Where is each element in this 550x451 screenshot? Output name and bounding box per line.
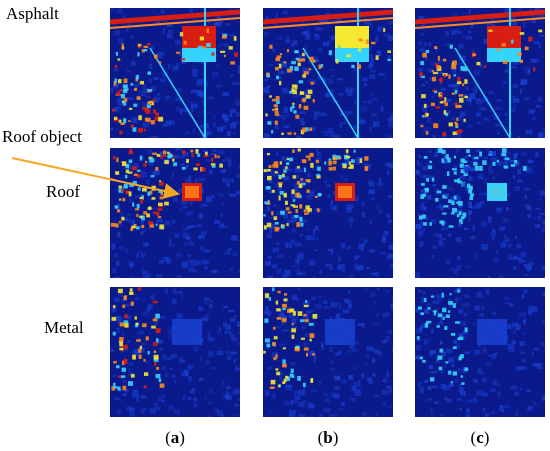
- annotation-label-roof-object: Roof object: [2, 127, 82, 146]
- column-label-c-letter: c: [476, 428, 484, 447]
- panel-asphalt-c: [415, 8, 545, 138]
- column-label-c: (c): [460, 428, 500, 448]
- abundance-map-asphalt-a: [110, 8, 240, 138]
- column-label-c-open: (: [470, 428, 477, 447]
- column-label-b: (b): [308, 428, 348, 448]
- abundance-map-metal-c: [415, 287, 545, 417]
- column-label-a-letter: a: [170, 428, 180, 447]
- abundance-map-roof-c: [415, 148, 545, 278]
- row-label-asphalt: Asphalt: [6, 4, 59, 23]
- panel-metal-b: [263, 287, 393, 417]
- column-label-b-close: ): [332, 428, 339, 447]
- panel-asphalt-a: [110, 8, 240, 138]
- column-label-a: (a): [155, 428, 195, 448]
- abundance-map-roof-b: [263, 148, 393, 278]
- panel-roof-b: [263, 148, 393, 278]
- abundance-map-metal-a: [110, 287, 240, 417]
- column-label-b-open: (: [317, 428, 324, 447]
- row-label-roof: Roof: [46, 182, 80, 201]
- panel-roof-c: [415, 148, 545, 278]
- panel-roof-a: [110, 148, 240, 278]
- abundance-map-metal-b: [263, 287, 393, 417]
- abundance-map-asphalt-c: [415, 8, 545, 138]
- column-label-c-close: ): [483, 428, 490, 447]
- row-label-metal: Metal: [44, 318, 84, 337]
- panel-asphalt-b: [263, 8, 393, 138]
- panel-metal-c: [415, 287, 545, 417]
- column-label-b-letter: b: [323, 428, 333, 447]
- abundance-map-roof-a: [110, 148, 240, 278]
- column-label-a-open: (: [165, 428, 171, 447]
- panel-metal-a: [110, 287, 240, 417]
- column-label-a-close: ): [179, 428, 185, 447]
- abundance-map-asphalt-b: [263, 8, 393, 138]
